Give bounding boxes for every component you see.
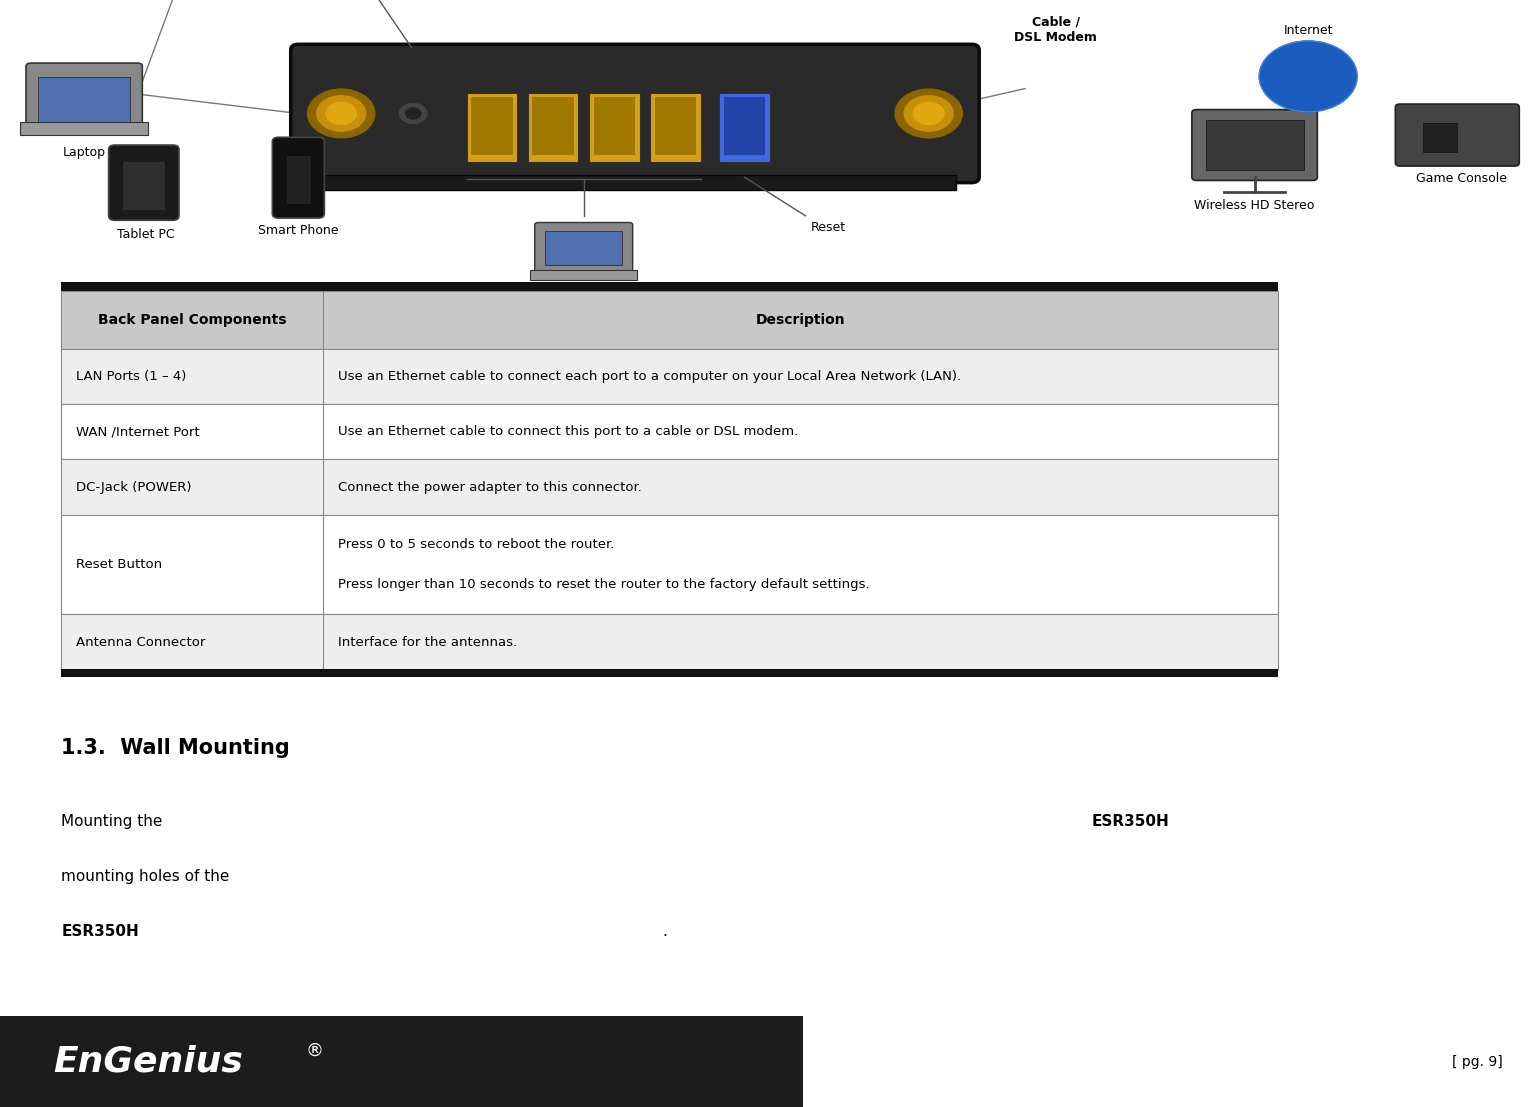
Bar	[594, 97, 635, 155]
Text: Reset Button: Reset Button	[76, 558, 162, 571]
Circle shape	[405, 108, 421, 120]
Text: DC-Jack (POWER): DC-Jack (POWER)	[76, 480, 191, 494]
Bar	[286, 155, 311, 204]
Bar	[61, 291, 1278, 349]
Bar	[471, 97, 513, 155]
Text: LAN Ports (1 – 4): LAN Ports (1 – 4)	[76, 370, 187, 383]
Text: Mounting the: Mounting the	[61, 814, 167, 829]
Text: Press 0 to 5 seconds to reboot the router.: Press 0 to 5 seconds to reboot the route…	[338, 538, 615, 551]
Text: LAN1-4: LAN1-4	[562, 291, 606, 304]
Bar	[467, 93, 517, 162]
Bar	[724, 97, 765, 155]
Text: Use an Ethernet cable to connect each port to a computer on your Local Area Netw: Use an Ethernet cable to connect each po…	[338, 370, 961, 383]
Bar	[532, 97, 574, 155]
Circle shape	[895, 90, 962, 138]
Bar	[61, 349, 1278, 404]
FancyBboxPatch shape	[109, 145, 179, 220]
FancyBboxPatch shape	[1192, 110, 1317, 180]
FancyBboxPatch shape	[1395, 104, 1519, 166]
Bar	[719, 93, 770, 162]
Text: Reset: Reset	[811, 221, 846, 235]
Bar	[589, 93, 640, 162]
Bar	[650, 93, 701, 162]
Bar	[20, 122, 148, 135]
Bar	[61, 515, 1278, 614]
Text: Connect the power adapter to this connector.: Connect the power adapter to this connec…	[338, 480, 643, 494]
Text: Game Console: Game Console	[1415, 172, 1507, 185]
Bar	[1423, 123, 1457, 152]
Bar	[528, 93, 578, 162]
Bar	[61, 669, 1278, 677]
Circle shape	[904, 96, 953, 132]
FancyBboxPatch shape	[272, 137, 324, 218]
Text: Description: Description	[756, 313, 845, 327]
Bar	[61, 282, 1278, 291]
FancyBboxPatch shape	[536, 223, 633, 273]
Bar	[61, 459, 1278, 515]
Bar	[61, 404, 1278, 459]
Text: Press longer than 10 seconds to reset the router to the factory default settings: Press longer than 10 seconds to reset th…	[338, 578, 869, 591]
Bar	[0, 1016, 803, 1107]
Text: ESR350H: ESR350H	[61, 924, 139, 940]
Text: Interface for the antennas.: Interface for the antennas.	[338, 635, 517, 649]
Circle shape	[317, 96, 366, 132]
FancyBboxPatch shape	[291, 44, 979, 183]
Bar	[1206, 120, 1304, 170]
Bar	[545, 231, 621, 265]
Circle shape	[1259, 41, 1357, 112]
Text: Smart Phone: Smart Phone	[259, 224, 338, 237]
FancyBboxPatch shape	[26, 63, 142, 131]
Circle shape	[326, 103, 356, 125]
Circle shape	[308, 90, 375, 138]
Bar	[38, 77, 130, 122]
Bar	[61, 614, 1278, 670]
Text: Wireless HD Stereo: Wireless HD Stereo	[1195, 199, 1314, 213]
Text: AC-Socket: AC-Socket	[327, 0, 412, 48]
Text: Tablet PC: Tablet PC	[116, 228, 174, 241]
Text: EnGenius: EnGenius	[54, 1045, 243, 1078]
Text: Antenna Connector: Antenna Connector	[76, 635, 207, 649]
Text: .: .	[662, 924, 667, 940]
Bar	[531, 270, 638, 280]
Text: ®: ®	[306, 1042, 324, 1059]
Bar	[314, 175, 956, 190]
Text: [ pg. 9]: [ pg. 9]	[1452, 1055, 1502, 1068]
Text: 1.3.  Wall Mounting: 1.3. Wall Mounting	[61, 738, 291, 758]
Text: WAN /Internet Port: WAN /Internet Port	[76, 425, 200, 438]
Text: Internet: Internet	[1284, 23, 1333, 37]
Bar	[122, 161, 165, 210]
Text: mounting holes of the: mounting holes of the	[61, 869, 234, 884]
Circle shape	[913, 103, 944, 125]
Text: Back Panel Components: Back Panel Components	[98, 313, 286, 327]
Circle shape	[399, 104, 427, 124]
Text: ESR350H: ESR350H	[1091, 814, 1169, 829]
Bar	[655, 97, 696, 155]
Text: Use an Ethernet cable to connect this port to a cable or DSL modem.: Use an Ethernet cable to connect this po…	[338, 425, 799, 438]
Text: Laptop: Laptop	[63, 146, 106, 159]
Text: Cable /
DSL Modem: Cable / DSL Modem	[1014, 15, 1097, 44]
